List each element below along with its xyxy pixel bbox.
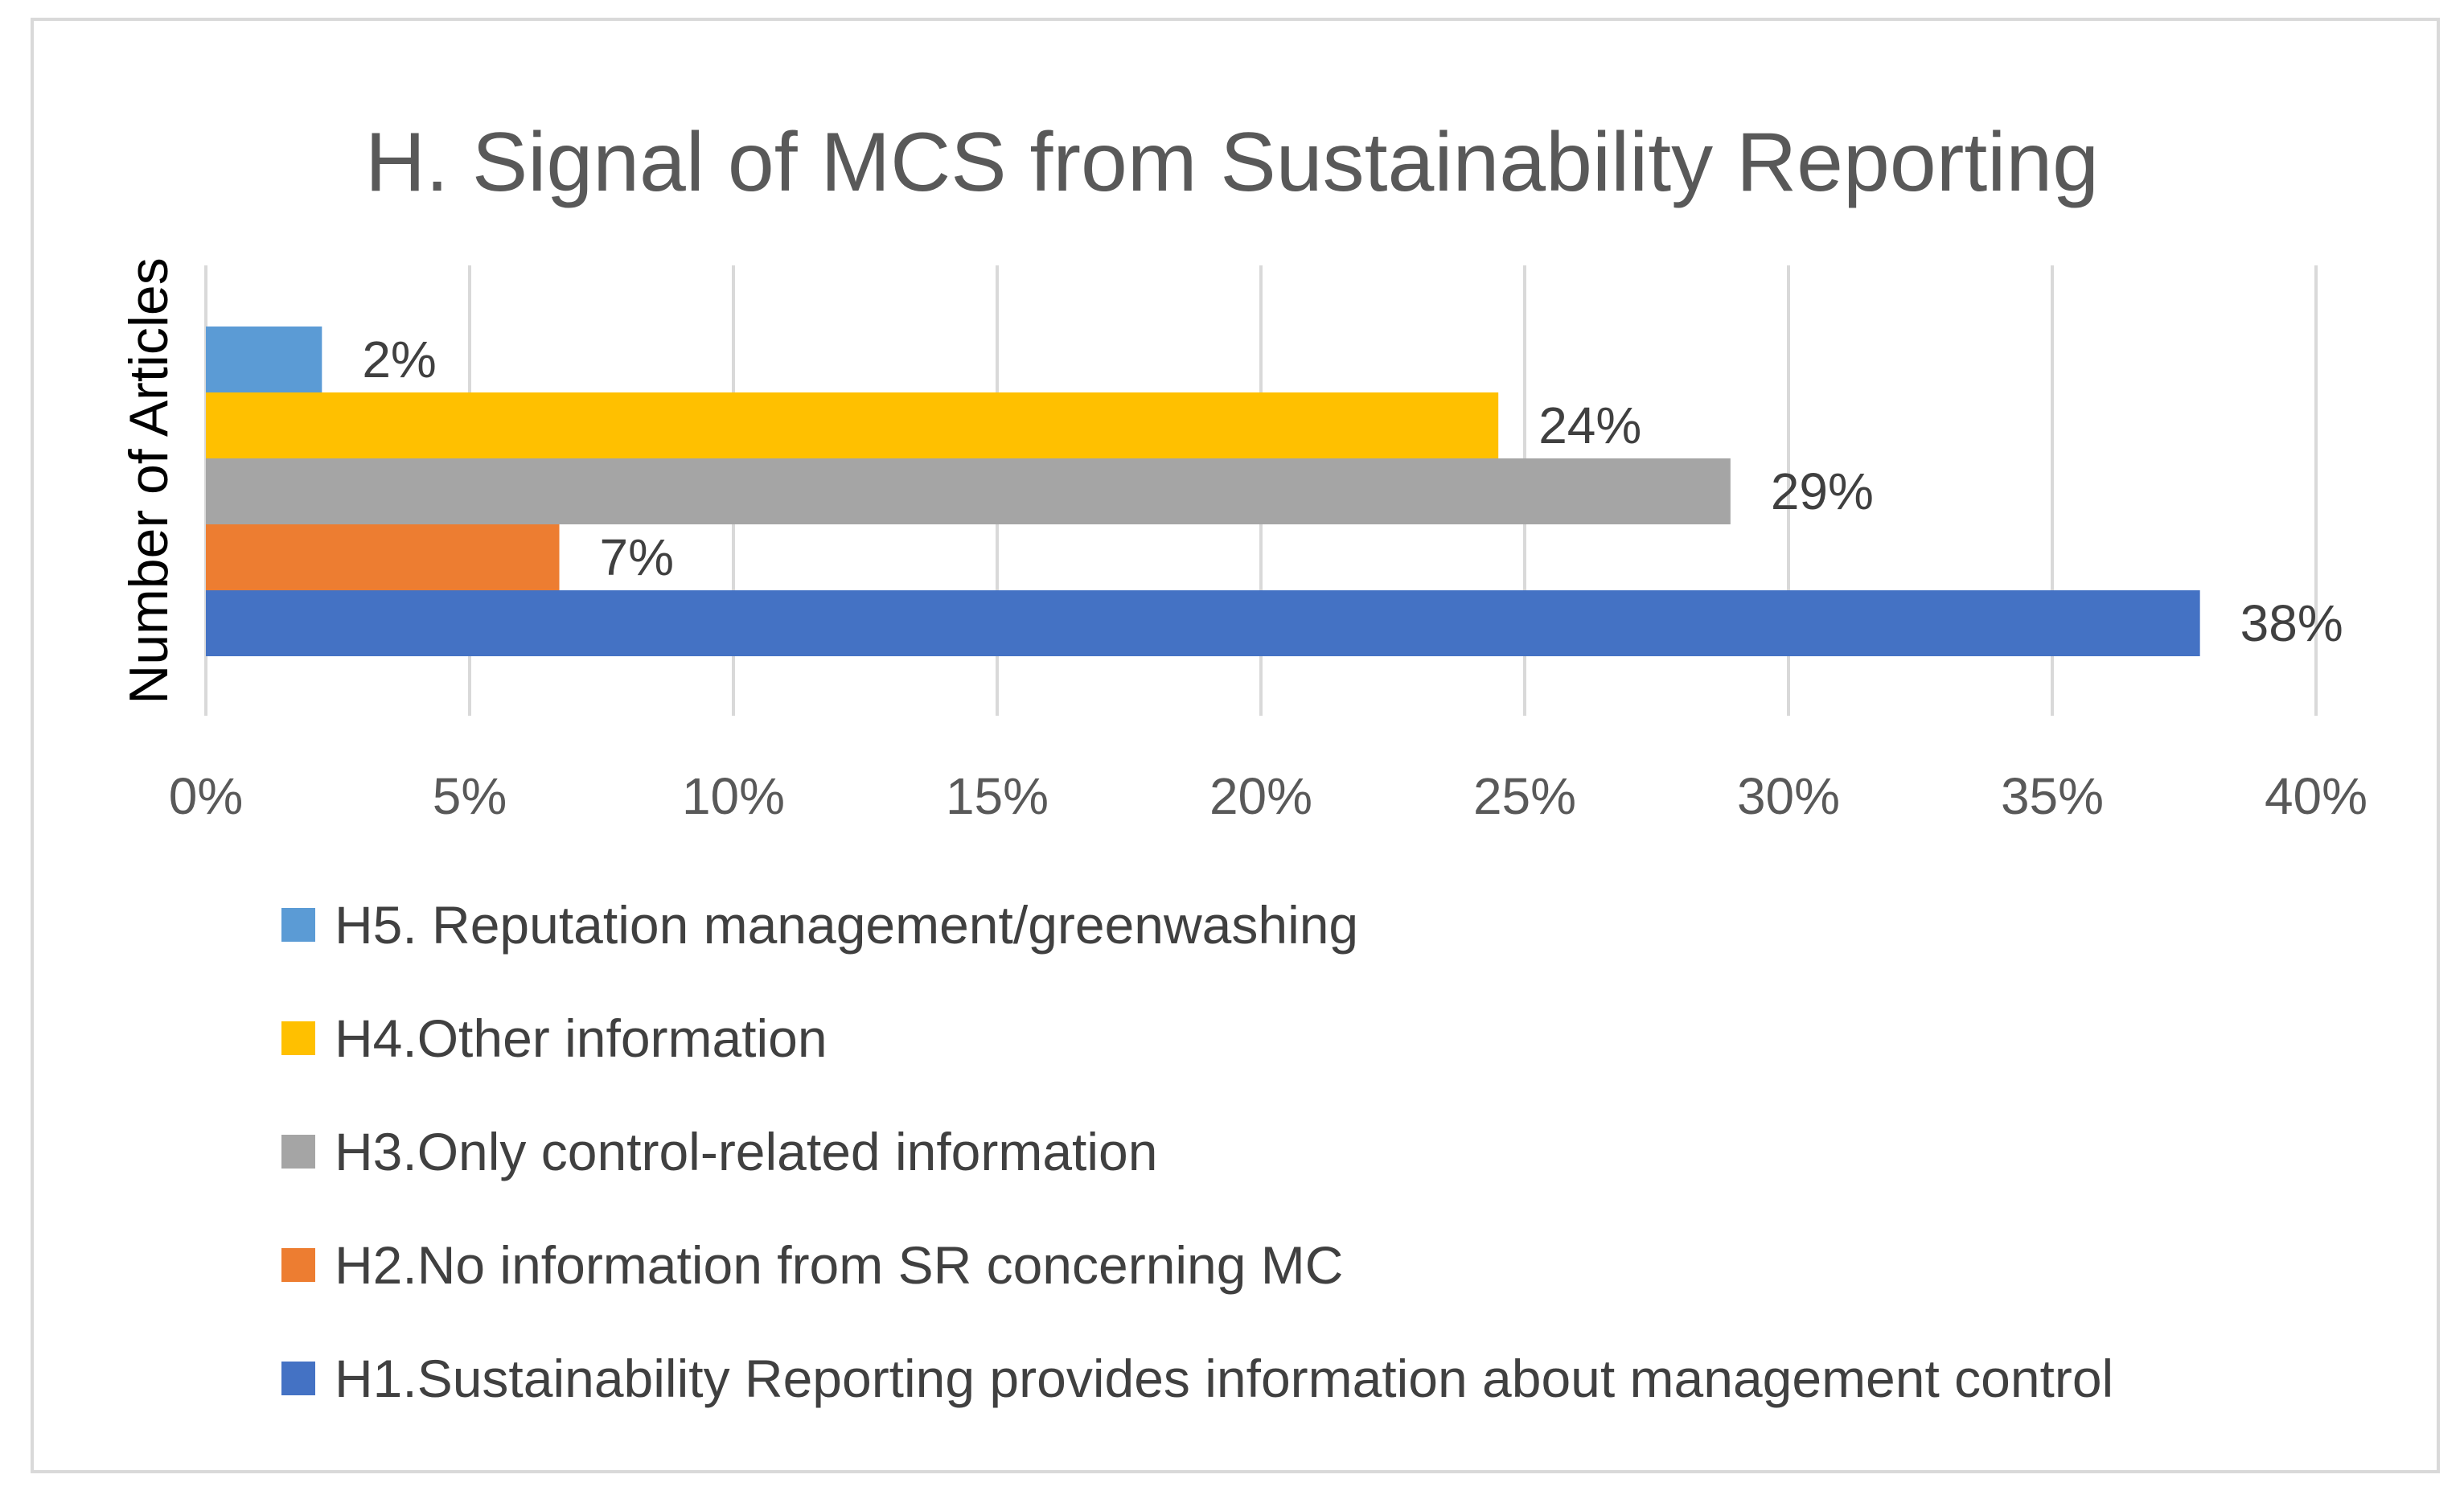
x-tick-label: 15% — [946, 767, 1049, 825]
legend-swatch — [281, 1362, 315, 1395]
x-tick-label: 30% — [1737, 767, 1840, 825]
legend-label: H4.Other information — [335, 1008, 827, 1068]
legend-swatch — [281, 1135, 315, 1169]
bar — [206, 458, 1731, 524]
data-label: 38% — [2240, 594, 2343, 652]
x-tick-label: 25% — [1473, 767, 1576, 825]
data-labels: 2% 24% 29% 7% 38% — [362, 331, 2343, 652]
data-label: 2% — [362, 331, 437, 388]
legend-label: H2.No information from SR concerning MC — [335, 1235, 1344, 1295]
x-tick-label: 10% — [682, 767, 785, 825]
chart-frame — [31, 18, 2440, 1473]
legend-item: H5. Reputation management/greenwashing — [281, 893, 1358, 957]
chart-title: H. Signal of MCS from Sustainability Rep… — [364, 116, 2100, 209]
legend-item: H3.Only control-related information — [281, 1119, 1157, 1184]
legend-label: H5. Reputation management/greenwashing — [335, 895, 1359, 955]
x-tick-label: 40% — [2265, 767, 2367, 825]
legend-swatch — [281, 1248, 315, 1282]
bar — [206, 392, 1499, 458]
x-tick-label: 5% — [433, 767, 507, 825]
bar — [206, 524, 560, 590]
bars — [206, 327, 2200, 656]
legend-item: H4.Other information — [281, 1006, 827, 1070]
bar — [206, 327, 322, 392]
x-tick-label: 20% — [1209, 767, 1312, 825]
bar — [206, 590, 2200, 656]
legend-swatch — [281, 1021, 315, 1055]
data-label: 7% — [600, 528, 675, 586]
legend-swatch — [281, 908, 315, 942]
data-label: 29% — [1771, 462, 1874, 520]
y-axis-label: Number of Articles — [118, 257, 179, 704]
x-tick-label: 0% — [169, 767, 244, 825]
legend-item: H1.Sustainability Reporting provides inf… — [281, 1346, 2113, 1411]
legend-label: H1.Sustainability Reporting provides inf… — [335, 1349, 2114, 1408]
legend-label: H3.Only control-related information — [335, 1122, 1158, 1181]
x-tick-label: 35% — [2001, 767, 2104, 825]
legend-item: H2.No information from SR concerning MC — [281, 1233, 1343, 1297]
x-tick-labels: 0% 5% 10% 15% 20% 25% 30% 35% 40% — [169, 767, 2367, 825]
data-label: 24% — [1538, 396, 1641, 454]
